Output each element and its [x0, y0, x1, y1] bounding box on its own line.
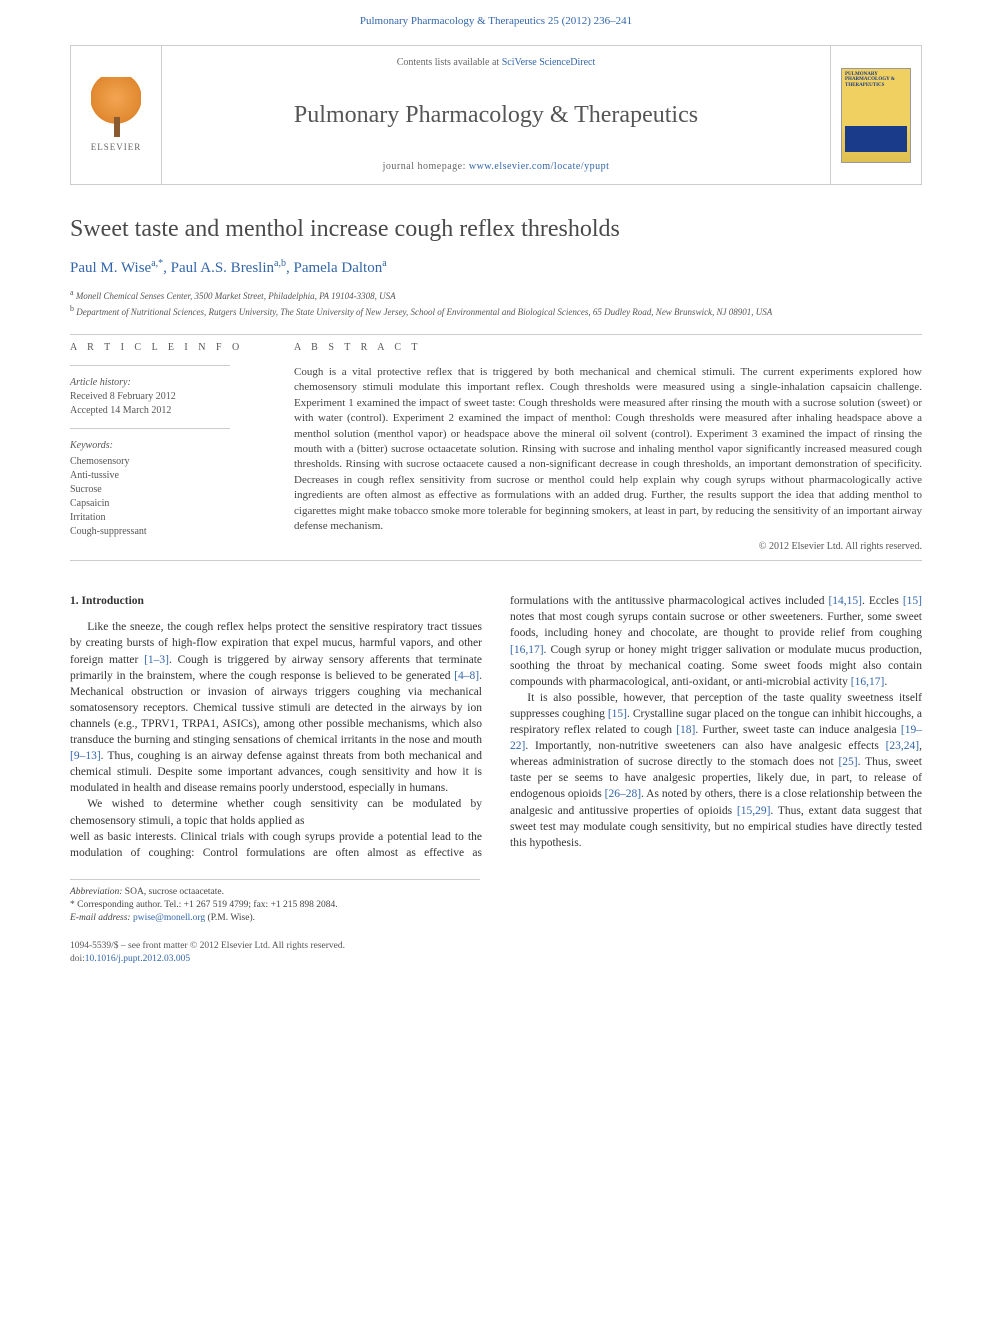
para-2: We wished to determine whether cough sen…: [70, 796, 482, 828]
body-text: 1. Introduction Like the sneeze, the cou…: [70, 593, 922, 861]
cite-25[interactable]: [25]: [838, 756, 857, 768]
abstract-copyright: © 2012 Elsevier Ltd. All rights reserved…: [294, 540, 922, 554]
homepage-url[interactable]: www.elsevier.com/locate/ypupt: [469, 161, 609, 172]
keyword: Sucrose: [70, 483, 270, 497]
abstract-column: A B S T R A C T Cough is a vital protect…: [294, 341, 922, 554]
keywords-label: Keywords:: [70, 439, 270, 453]
article-info-heading: A R T I C L E I N F O: [70, 341, 270, 355]
para-4: It is also possible, however, that perce…: [510, 690, 922, 851]
affiliation: a Monell Chemical Senses Center, 3500 Ma…: [70, 287, 922, 304]
abbrev-label: Abbreviation:: [70, 887, 122, 897]
doi-line: doi:10.1016/j.pupt.2012.03.005: [70, 953, 922, 966]
journal-name: Pulmonary Pharmacology & Therapeutics: [170, 99, 822, 133]
corr-text: Tel.: +1 267 519 4799; fax: +1 215 898 2…: [164, 900, 337, 910]
elsevier-logo: ELSEVIER: [71, 46, 161, 184]
rule-bottom: [70, 560, 922, 561]
para-1: Like the sneeze, the cough reflex helps …: [70, 619, 482, 796]
affiliation: b Department of Nutritional Sciences, Ru…: [70, 303, 922, 320]
email-line: E-mail address: pwise@monell.org (P.M. W…: [70, 912, 480, 925]
keywords-list: ChemosensoryAnti-tussiveSucroseCapsaicin…: [70, 455, 270, 539]
cite-26-28[interactable]: [26–28]: [605, 788, 641, 800]
abbrev-text: SOA, sucrose octaacetate.: [122, 887, 224, 897]
cite-4-8[interactable]: [4–8]: [454, 670, 479, 682]
cite-15-29[interactable]: [15,29]: [737, 805, 771, 817]
corresponding-line: * Corresponding author. Tel.: +1 267 519…: [70, 899, 480, 912]
email-link[interactable]: pwise@monell.org: [133, 913, 205, 923]
abbreviation-line: Abbreviation: SOA, sucrose octaacetate.: [70, 886, 480, 899]
keyword: Chemosensory: [70, 455, 270, 469]
cite-14-15[interactable]: [14,15]: [828, 595, 862, 607]
cite-16-17a[interactable]: [16,17]: [510, 644, 544, 656]
cite-15a[interactable]: [15]: [903, 595, 922, 607]
cover-thumbnail: PULMONARY PHARMACOLOGY & THERAPEUTICS: [831, 46, 921, 184]
contents-available-pre: Contents lists available at: [397, 57, 502, 68]
cite-15b[interactable]: [15]: [608, 708, 627, 720]
cite-1-3[interactable]: [1–3]: [144, 654, 169, 666]
email-label: E-mail address:: [70, 913, 133, 923]
homepage-pre: journal homepage:: [383, 161, 469, 172]
cite-9-13[interactable]: [9–13]: [70, 750, 101, 762]
contents-center: Contents lists available at SciVerse Sci…: [161, 46, 831, 184]
rule-top: [70, 334, 922, 335]
article-title: Sweet taste and menthol increase cough r…: [70, 213, 922, 247]
cite-18[interactable]: [18]: [676, 724, 695, 736]
keyword: Anti-tussive: [70, 469, 270, 483]
article-info-column: A R T I C L E I N F O Article history: R…: [70, 341, 270, 554]
email-tail: (P.M. Wise).: [205, 913, 255, 923]
section-1-heading: 1. Introduction: [70, 593, 482, 609]
authors: Paul M. Wisea,*, Paul A.S. Breslina,b, P…: [70, 257, 922, 279]
elsevier-tree-icon: [91, 77, 141, 137]
abstract-heading: A B S T R A C T: [294, 341, 922, 355]
header-citation: Pulmonary Pharmacology & Therapeutics 25…: [0, 0, 992, 37]
contents-banner: ELSEVIER Contents lists available at Sci…: [70, 45, 922, 185]
doi-label: doi:: [70, 954, 85, 964]
history-accepted: Accepted 14 March 2012: [70, 404, 270, 418]
front-matter-line1: 1094-5539/$ – see front matter © 2012 El…: [70, 940, 922, 953]
contents-available: Contents lists available at SciVerse Sci…: [170, 56, 822, 70]
front-matter: 1094-5539/$ – see front matter © 2012 El…: [70, 940, 922, 967]
history-received: Received 8 February 2012: [70, 390, 270, 404]
cite-23-24[interactable]: [23,24]: [886, 740, 920, 752]
cover-title: PULMONARY PHARMACOLOGY & THERAPEUTICS: [845, 72, 907, 89]
footnotes: Abbreviation: SOA, sucrose octaacetate. …: [70, 879, 480, 926]
history-label: Article history:: [70, 376, 270, 390]
info-rule-2: [70, 428, 230, 429]
corr-label: * Corresponding author.: [70, 900, 164, 910]
keyword: Capsaicin: [70, 497, 270, 511]
elsevier-label: ELSEVIER: [91, 141, 142, 154]
keyword: Irritation: [70, 511, 270, 525]
keyword: Cough-suppressant: [70, 525, 270, 539]
doi-link[interactable]: 10.1016/j.pupt.2012.03.005: [85, 954, 190, 964]
cover-bar: [845, 126, 907, 152]
affiliations: a Monell Chemical Senses Center, 3500 Ma…: [70, 287, 922, 320]
cite-16-17b[interactable]: [16,17]: [851, 676, 885, 688]
abstract-text: Cough is a vital protective reflex that …: [294, 365, 922, 534]
sciencedirect-link[interactable]: SciVerse ScienceDirect: [502, 57, 596, 68]
info-abstract-row: A R T I C L E I N F O Article history: R…: [70, 341, 922, 554]
cover-image: PULMONARY PHARMACOLOGY & THERAPEUTICS: [841, 68, 911, 163]
info-rule-1: [70, 365, 230, 366]
homepage-line: journal homepage: www.elsevier.com/locat…: [170, 160, 822, 174]
